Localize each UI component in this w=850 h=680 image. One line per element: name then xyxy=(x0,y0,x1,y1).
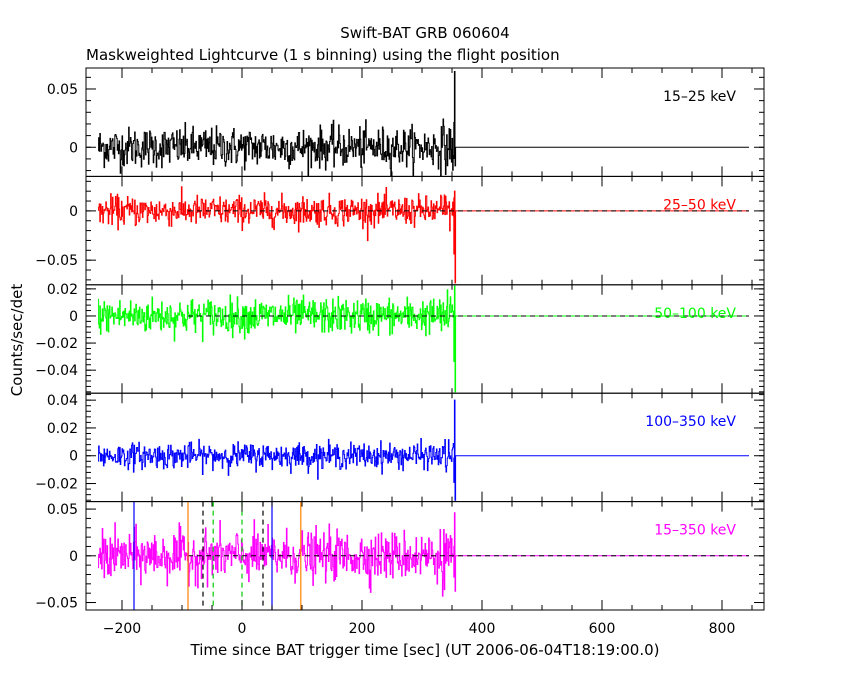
y-tick-label-0-0: 0 xyxy=(69,140,78,156)
y-tick-label-2-3: −0.04 xyxy=(35,363,78,379)
y-tick-label-3-2: 0 xyxy=(69,449,78,465)
y-tick-label-2-0: 0.02 xyxy=(47,282,78,298)
chart-subtitle: Maskweighted Lightcurve (1 s binning) us… xyxy=(86,46,560,64)
x-tick-label-1: 0 xyxy=(238,621,247,637)
y-tick-label-0-1: 0.05 xyxy=(47,82,78,98)
x-axis-ticks: −200 0 200 400 600 800 xyxy=(103,621,736,637)
band-label-1: 25–50 keV xyxy=(663,197,736,213)
y-tick-label-4-0: 0.05 xyxy=(47,502,78,518)
panel-2: 0.02 0 −0.02 −0.04 50–100 keV xyxy=(35,282,765,394)
panel-frame-2 xyxy=(85,284,765,394)
series-line-3 xyxy=(98,399,749,501)
y-axis-label: Counts/sec/det xyxy=(8,284,26,397)
y-tick-label-4-1: 0 xyxy=(69,549,78,565)
x-tick-label-3: 400 xyxy=(469,621,496,637)
panel-1: 0 −0.05 25–50 keV xyxy=(35,175,765,286)
series-line-1 xyxy=(98,186,749,284)
panel-frame-1 xyxy=(85,175,765,286)
series-line-4 xyxy=(98,512,749,597)
band-label-4: 15–350 keV xyxy=(654,523,736,539)
x-tick-label-4: 600 xyxy=(589,621,616,637)
y-tick-label-3-0: 0.04 xyxy=(47,393,78,409)
x-tick-label-2: 200 xyxy=(349,621,376,637)
band-label-0: 15–25 keV xyxy=(663,89,736,105)
chart-title: Swift-BAT GRB 060604 xyxy=(340,24,509,42)
y-tick-label-3-3: −0.02 xyxy=(35,477,78,493)
y-tick-label-4-2: −0.05 xyxy=(35,596,78,612)
band-label-2: 50–100 keV xyxy=(654,306,736,322)
x-tick-label-5: 800 xyxy=(709,621,736,637)
y-tick-label-1-0: 0 xyxy=(69,204,78,220)
series-line-2 xyxy=(98,285,749,393)
y-tick-label-2-1: 0 xyxy=(69,309,78,325)
series-line-0 xyxy=(98,71,749,177)
panel-4: 0.05 0 −0.05 15–350 keV xyxy=(35,501,765,612)
y-tick-label-2-2: −0.02 xyxy=(35,336,78,352)
y-tick-label-1-1: −0.05 xyxy=(35,253,78,269)
panel-0: 0 0.05 15–25 keV xyxy=(47,67,765,177)
x-tick-label-0: −200 xyxy=(103,621,141,637)
y-tick-label-3-1: 0.02 xyxy=(47,421,78,437)
panel-3: 0.04 0.02 0 −0.02 100–350 keV xyxy=(35,392,765,503)
panels: 0 0.05 15–25 keV 0 −0.05 25–50 keV 0.02 0 −0.02 −… xyxy=(35,67,765,612)
x-axis-label: Time since BAT trigger time [sec] (UT 20… xyxy=(190,641,660,659)
band-label-3: 100–350 keV xyxy=(645,414,736,430)
